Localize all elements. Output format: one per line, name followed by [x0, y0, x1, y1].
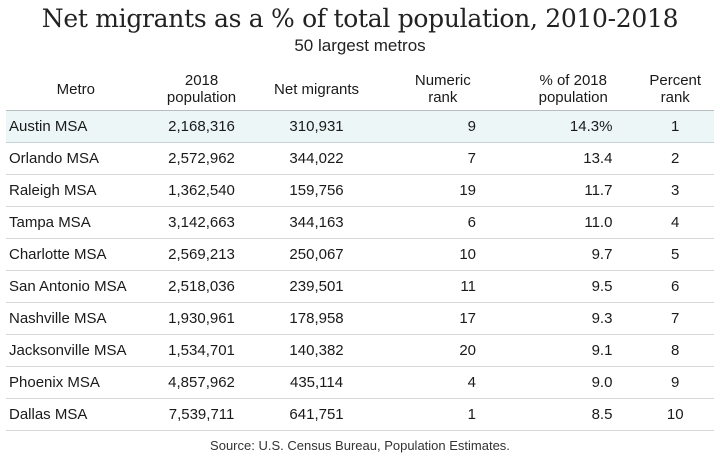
cell-net-migrants: 250,067 — [257, 238, 376, 271]
header-row: Metro 2018 population Net migrants Numeric ra… — [6, 68, 714, 111]
cell-percent-rank: 10 — [636, 398, 714, 431]
cell-pct-of-population: 11.7 — [510, 174, 637, 207]
data-table: Metro 2018 population Net migrants Numeric ra… — [6, 68, 714, 431]
cell-metro: Phoenix MSA — [6, 366, 146, 399]
cell-pct-of-population: 13.4 — [510, 142, 637, 175]
cell-net-migrants: 178,958 — [257, 302, 376, 335]
cell-net-migrants: 344,163 — [257, 206, 376, 239]
cell-net-migrants: 344,022 — [257, 142, 376, 175]
cell-population-2018: 2,569,213 — [145, 238, 258, 271]
column-header-numeric-rank: Numeric rank — [375, 68, 510, 111]
column-header-percent-rank: Percent rank — [636, 68, 714, 111]
cell-percent-rank: 4 — [636, 206, 714, 239]
cell-percent-rank: 7 — [636, 302, 714, 335]
table-row: Phoenix MSA 4,857,962 435,114 4 9.0 9 — [6, 366, 714, 399]
cell-metro: Austin MSA — [6, 110, 146, 143]
cell-numeric-rank: 20 — [375, 334, 510, 367]
cell-metro: Dallas MSA — [6, 398, 146, 431]
cell-metro: Raleigh MSA — [6, 174, 146, 207]
cell-percent-rank: 9 — [636, 366, 714, 399]
cell-pct-of-population: 8.5 — [510, 398, 637, 431]
cell-numeric-rank: 10 — [375, 238, 510, 271]
column-header-metro: Metro — [6, 68, 146, 111]
chart-title: Net migrants as a % of total population,… — [41, 4, 679, 33]
cell-net-migrants: 239,501 — [257, 270, 376, 303]
cell-pct-of-population: 14.3% — [510, 110, 637, 143]
table-row: Charlotte MSA 2,569,213 250,067 10 9.7 5 — [6, 238, 714, 271]
table-row: Tampa MSA 3,142,663 344,163 6 11.0 4 — [6, 206, 714, 239]
table-row: Orlando MSA 2,572,962 344,022 7 13.4 2 — [6, 142, 714, 175]
cell-net-migrants: 641,751 — [257, 398, 376, 431]
cell-population-2018: 1,534,701 — [145, 334, 258, 367]
cell-metro: San Antonio MSA — [6, 270, 146, 303]
cell-numeric-rank: 9 — [375, 110, 510, 143]
table-row: Raleigh MSA 1,362,540 159,756 19 11.7 3 — [6, 174, 714, 207]
cell-percent-rank: 6 — [636, 270, 714, 303]
table-body: Austin MSA 2,168,316 310,931 9 14.3% 1 Orlando… — [6, 110, 714, 431]
cell-pct-of-population: 9.0 — [510, 366, 637, 399]
cell-pct-of-population: 9.5 — [510, 270, 637, 303]
cell-pct-of-population: 11.0 — [510, 206, 637, 239]
cell-population-2018: 1,362,540 — [145, 174, 258, 207]
cell-percent-rank: 2 — [636, 142, 714, 175]
column-header-population-2018: 2018 population — [145, 68, 258, 111]
cell-pct-of-population: 9.3 — [510, 302, 637, 335]
table-row: Dallas MSA 7,539,711 641,751 1 8.5 10 — [6, 398, 714, 431]
cell-numeric-rank: 6 — [375, 206, 510, 239]
table-row: Nashville MSA 1,930,961 178,958 17 9.3 7 — [6, 302, 714, 335]
column-header-net-migrants: Net migrants — [257, 68, 376, 111]
cell-population-2018: 4,857,962 — [145, 366, 258, 399]
cell-numeric-rank: 7 — [375, 142, 510, 175]
cell-numeric-rank: 1 — [375, 398, 510, 431]
cell-metro: Nashville MSA — [6, 302, 146, 335]
cell-net-migrants: 140,382 — [257, 334, 376, 367]
cell-population-2018: 3,142,663 — [145, 206, 258, 239]
cell-numeric-rank: 11 — [375, 270, 510, 303]
cell-population-2018: 7,539,711 — [145, 398, 258, 431]
cell-percent-rank: 8 — [636, 334, 714, 367]
cell-numeric-rank: 4 — [375, 366, 510, 399]
table-row: Austin MSA 2,168,316 310,931 9 14.3% 1 — [6, 110, 714, 143]
cell-percent-rank: 1 — [636, 110, 714, 143]
cell-percent-rank: 3 — [636, 174, 714, 207]
cell-population-2018: 2,572,962 — [145, 142, 258, 175]
cell-metro: Charlotte MSA — [6, 238, 146, 271]
cell-net-migrants: 159,756 — [257, 174, 376, 207]
cell-net-migrants: 310,931 — [257, 110, 376, 143]
cell-metro: Tampa MSA — [6, 206, 146, 239]
table-row: Jacksonville MSA 1,534,701 140,382 20 9.1 8 — [6, 334, 714, 367]
source-note: Source: U.S. Census Bureau, Population E… — [210, 438, 510, 453]
cell-numeric-rank: 17 — [375, 302, 510, 335]
table-row: San Antonio MSA 2,518,036 239,501 11 9.5 6 — [6, 270, 714, 303]
cell-metro: Orlando MSA — [6, 142, 146, 175]
column-header-pct-of-population: % of 2018 population — [510, 68, 637, 111]
chart-subtitle: 50 largest metros — [294, 36, 426, 55]
cell-pct-of-population: 9.1 — [510, 334, 637, 367]
cell-percent-rank: 5 — [636, 238, 714, 271]
cell-pct-of-population: 9.7 — [510, 238, 637, 271]
cell-net-migrants: 435,114 — [257, 366, 376, 399]
cell-population-2018: 1,930,961 — [145, 302, 258, 335]
cell-numeric-rank: 19 — [375, 174, 510, 207]
cell-population-2018: 2,518,036 — [145, 270, 258, 303]
cell-metro: Jacksonville MSA — [6, 334, 146, 367]
cell-population-2018: 2,168,316 — [145, 110, 258, 143]
